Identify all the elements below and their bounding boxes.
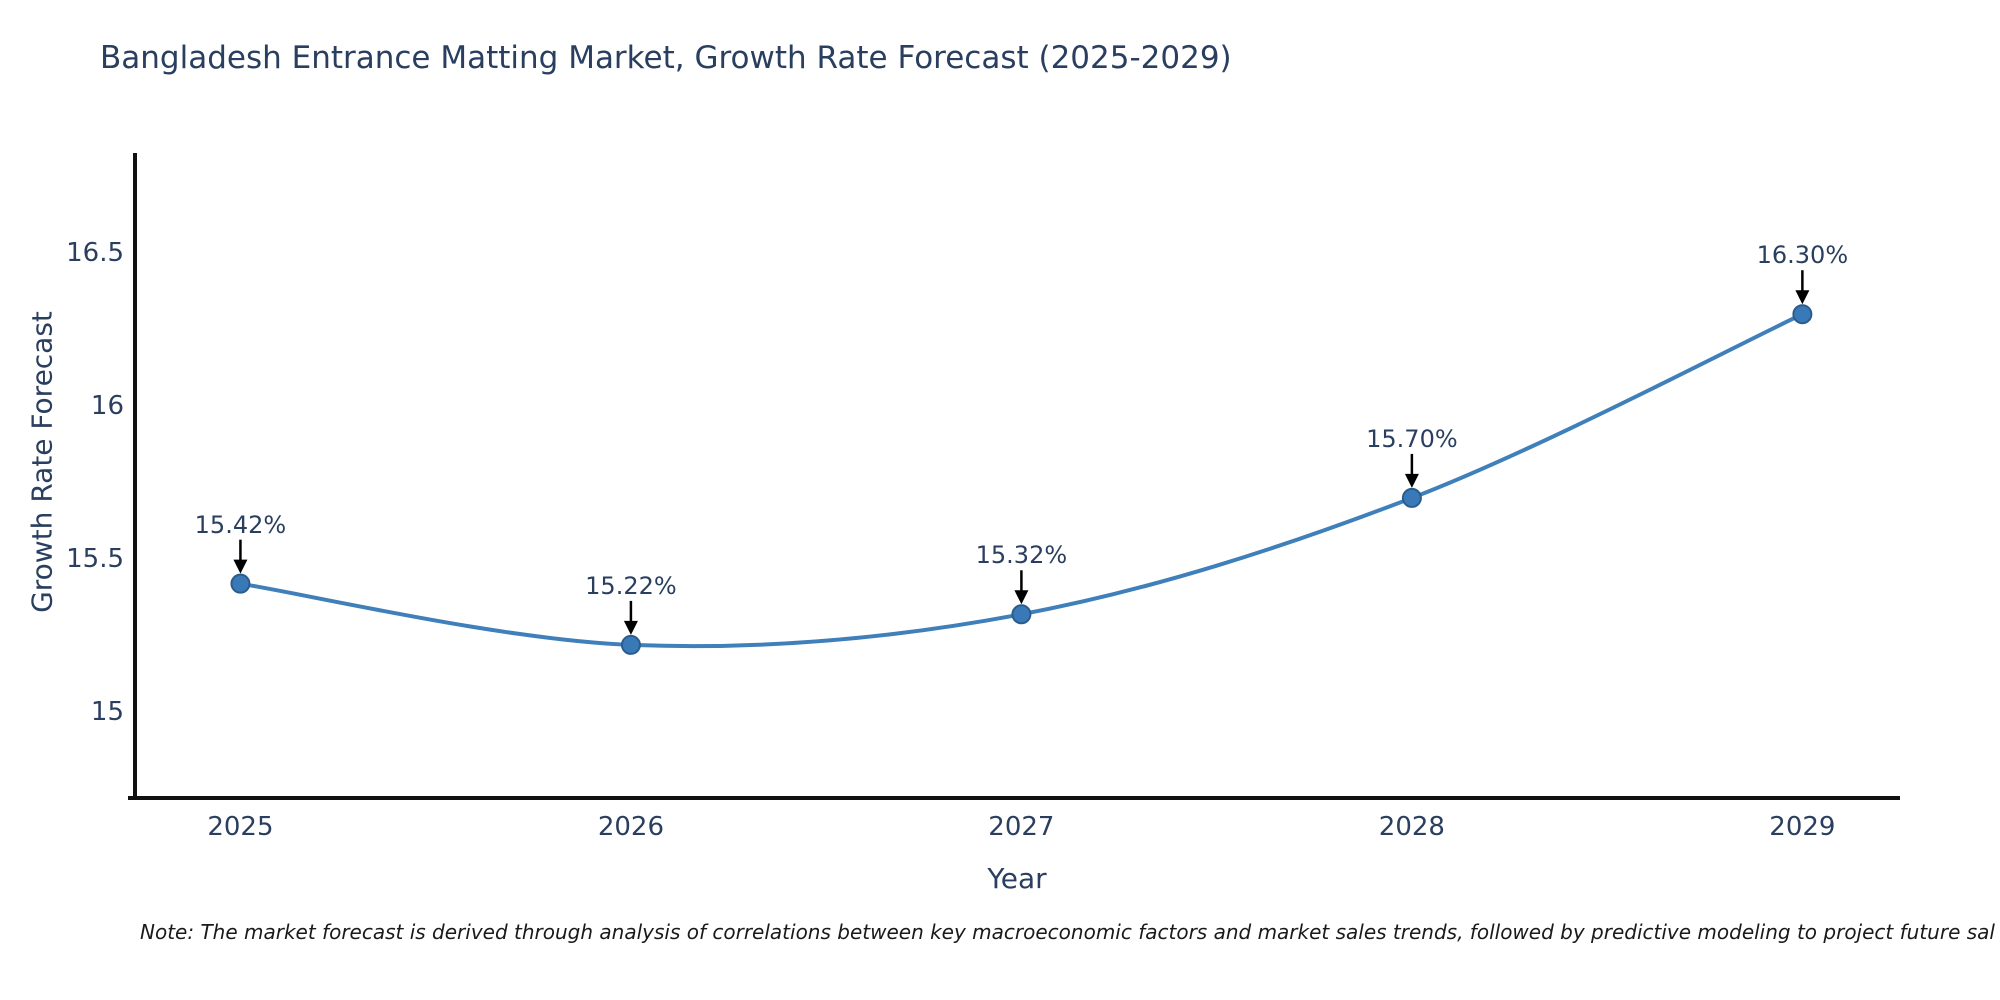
x-axis-title: Year bbox=[987, 862, 1047, 895]
annotation-arrow-head bbox=[1014, 590, 1029, 605]
data-point-label-2027: 15.32% bbox=[975, 541, 1068, 570]
data-point-2028 bbox=[1401, 487, 1422, 508]
data-point-2029 bbox=[1792, 304, 1813, 325]
annotation-arrow-head bbox=[1795, 290, 1810, 305]
annotation-arrow-head bbox=[623, 620, 638, 635]
data-point-2027 bbox=[1011, 604, 1032, 625]
y-tick-label-15.5: 15.5 bbox=[66, 544, 124, 575]
data-point-label-2028: 15.70% bbox=[1366, 424, 1458, 453]
annotation-arrow-head bbox=[1404, 473, 1419, 488]
data-point-label-2029: 16.30% bbox=[1756, 241, 1849, 270]
y-tick-label-16.5: 16.5 bbox=[66, 237, 124, 268]
data-point-label-2025: 15.42% bbox=[194, 510, 287, 539]
x-tick-label-2028: 2028 bbox=[1378, 812, 1445, 842]
annotation-arrow-head bbox=[233, 559, 248, 574]
data-point-label-2026: 15.22% bbox=[585, 571, 677, 600]
data-point-2026 bbox=[620, 634, 641, 655]
y-tick-label-16: 16 bbox=[90, 391, 124, 422]
x-tick-label-2026: 2026 bbox=[597, 812, 664, 842]
y-tick-label-15: 15 bbox=[90, 697, 124, 728]
chart-title: Bangladesh Entrance Matting Market, Grow… bbox=[100, 40, 1232, 76]
x-tick-label-2027: 2027 bbox=[988, 812, 1055, 842]
x-tick-label-2025: 2025 bbox=[207, 812, 274, 842]
data-point-2025 bbox=[230, 573, 251, 594]
x-tick-label-2029: 2029 bbox=[1769, 812, 1836, 842]
footnote: Note: The market forecast is derived thr… bbox=[140, 920, 1995, 944]
